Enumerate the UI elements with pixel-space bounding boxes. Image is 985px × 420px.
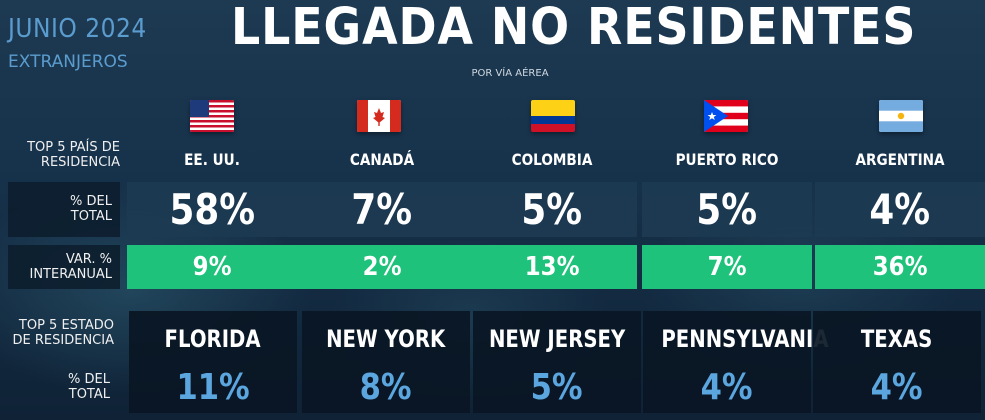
country-yoy: 36% [815,245,985,289]
state-card: NEW YORK 8% [302,311,470,413]
canada-flag-icon [357,100,401,132]
label-top-states: TOP 5 ESTADO DE RESIDENCIA [0,318,114,348]
country-name: PUERTO RICO [675,150,779,169]
state-share-value: 5% [531,367,583,408]
share-value: 4% [869,185,931,234]
yoy-value: 9% [192,252,232,282]
country-share: 58% [127,182,297,237]
state-card: PENNSYLVANIA 4% [643,311,829,413]
label-line: TOTAL [70,209,112,224]
page-title: LLEGADA NO RESIDENTES [231,0,917,57]
state-name-text: FLORIDA [164,325,262,353]
state-name-text: PENNSYLVANIA [661,325,829,353]
label-line: RESIDENCIA [40,155,120,170]
report-month: JUNIO 2024 [8,14,147,44]
country-yoy: 7% [642,245,812,289]
label-state-share: % DEL TOTAL [0,372,110,402]
label-line: VAR. % [65,252,112,267]
country-yoy: 2% [297,245,467,289]
state-share: 5% [473,367,641,408]
page-subtitle: POR VÍA AÉREA [471,68,549,79]
state-name-text: NEW JERSEY [488,325,626,353]
country-share: 4% [815,182,985,237]
share-value: 5% [521,185,583,234]
argentina-flag-icon [879,100,923,132]
country-yoy: 9% [127,245,297,289]
label-yoy: VAR. % INTERANUAL [0,252,113,282]
label-line: % DEL [70,194,112,209]
country-share: 5% [467,182,637,237]
state-share-value: 8% [360,367,412,408]
yoy-value: 2% [362,252,402,282]
label-line: % DEL [68,372,110,387]
segment-label: EXTRANJEROS [8,52,128,72]
state-share-value: 11% [176,367,250,408]
us-flag-icon [190,100,234,132]
header-left: JUNIO 2024 EXTRANJEROS [8,14,147,72]
state-name-text: TEXAS [861,325,933,353]
yoy-value: 36% [872,252,928,282]
share-label-panel [8,182,120,237]
label-line: TOTAL [68,387,110,402]
country-name: COLOMBIA [511,150,593,169]
state-name-text: NEW YORK [326,325,446,353]
state-share: 4% [813,367,981,408]
state-share: 11% [129,367,297,408]
yoy-label-panel [8,245,120,289]
state-share: 4% [643,367,811,408]
state-name: PENNSYLVANIA [643,325,828,353]
state-card: FLORIDA 11% [129,311,297,413]
state-share: 8% [302,367,470,408]
label-line: INTERANUAL [29,267,113,282]
label-line: TOP 5 PAÍS DE [27,140,120,155]
country-share: 7% [297,182,467,237]
state-name: FLORIDA [129,325,297,353]
state-card: TEXAS 4% [813,311,981,413]
puerto-rico-flag-icon [704,100,748,132]
yoy-value: 7% [707,252,747,282]
colombia-flag-icon [531,100,575,132]
state-share-value: 4% [701,367,753,408]
yoy-value: 13% [524,252,580,282]
share-value: 7% [351,185,413,234]
country-name: EE. UU. [184,150,240,169]
country-name: CANADÁ [349,150,415,169]
state-name: TEXAS [813,325,981,353]
share-value: 58% [169,185,255,234]
state-name: NEW JERSEY [473,325,641,353]
label-share: % DEL TOTAL [0,194,112,224]
label-line: DE RESIDENCIA [12,333,114,348]
country-share: 5% [642,182,812,237]
state-name: NEW YORK [302,325,470,353]
share-value: 5% [696,185,758,234]
label-line: TOP 5 ESTADO [18,318,114,333]
country-name: ARGENTINA [855,150,945,169]
label-top-countries: TOP 5 PAÍS DE RESIDENCIA [0,140,120,170]
state-card: NEW JERSEY 5% [473,311,641,413]
state-share-value: 4% [871,367,923,408]
country-yoy: 13% [467,245,637,289]
